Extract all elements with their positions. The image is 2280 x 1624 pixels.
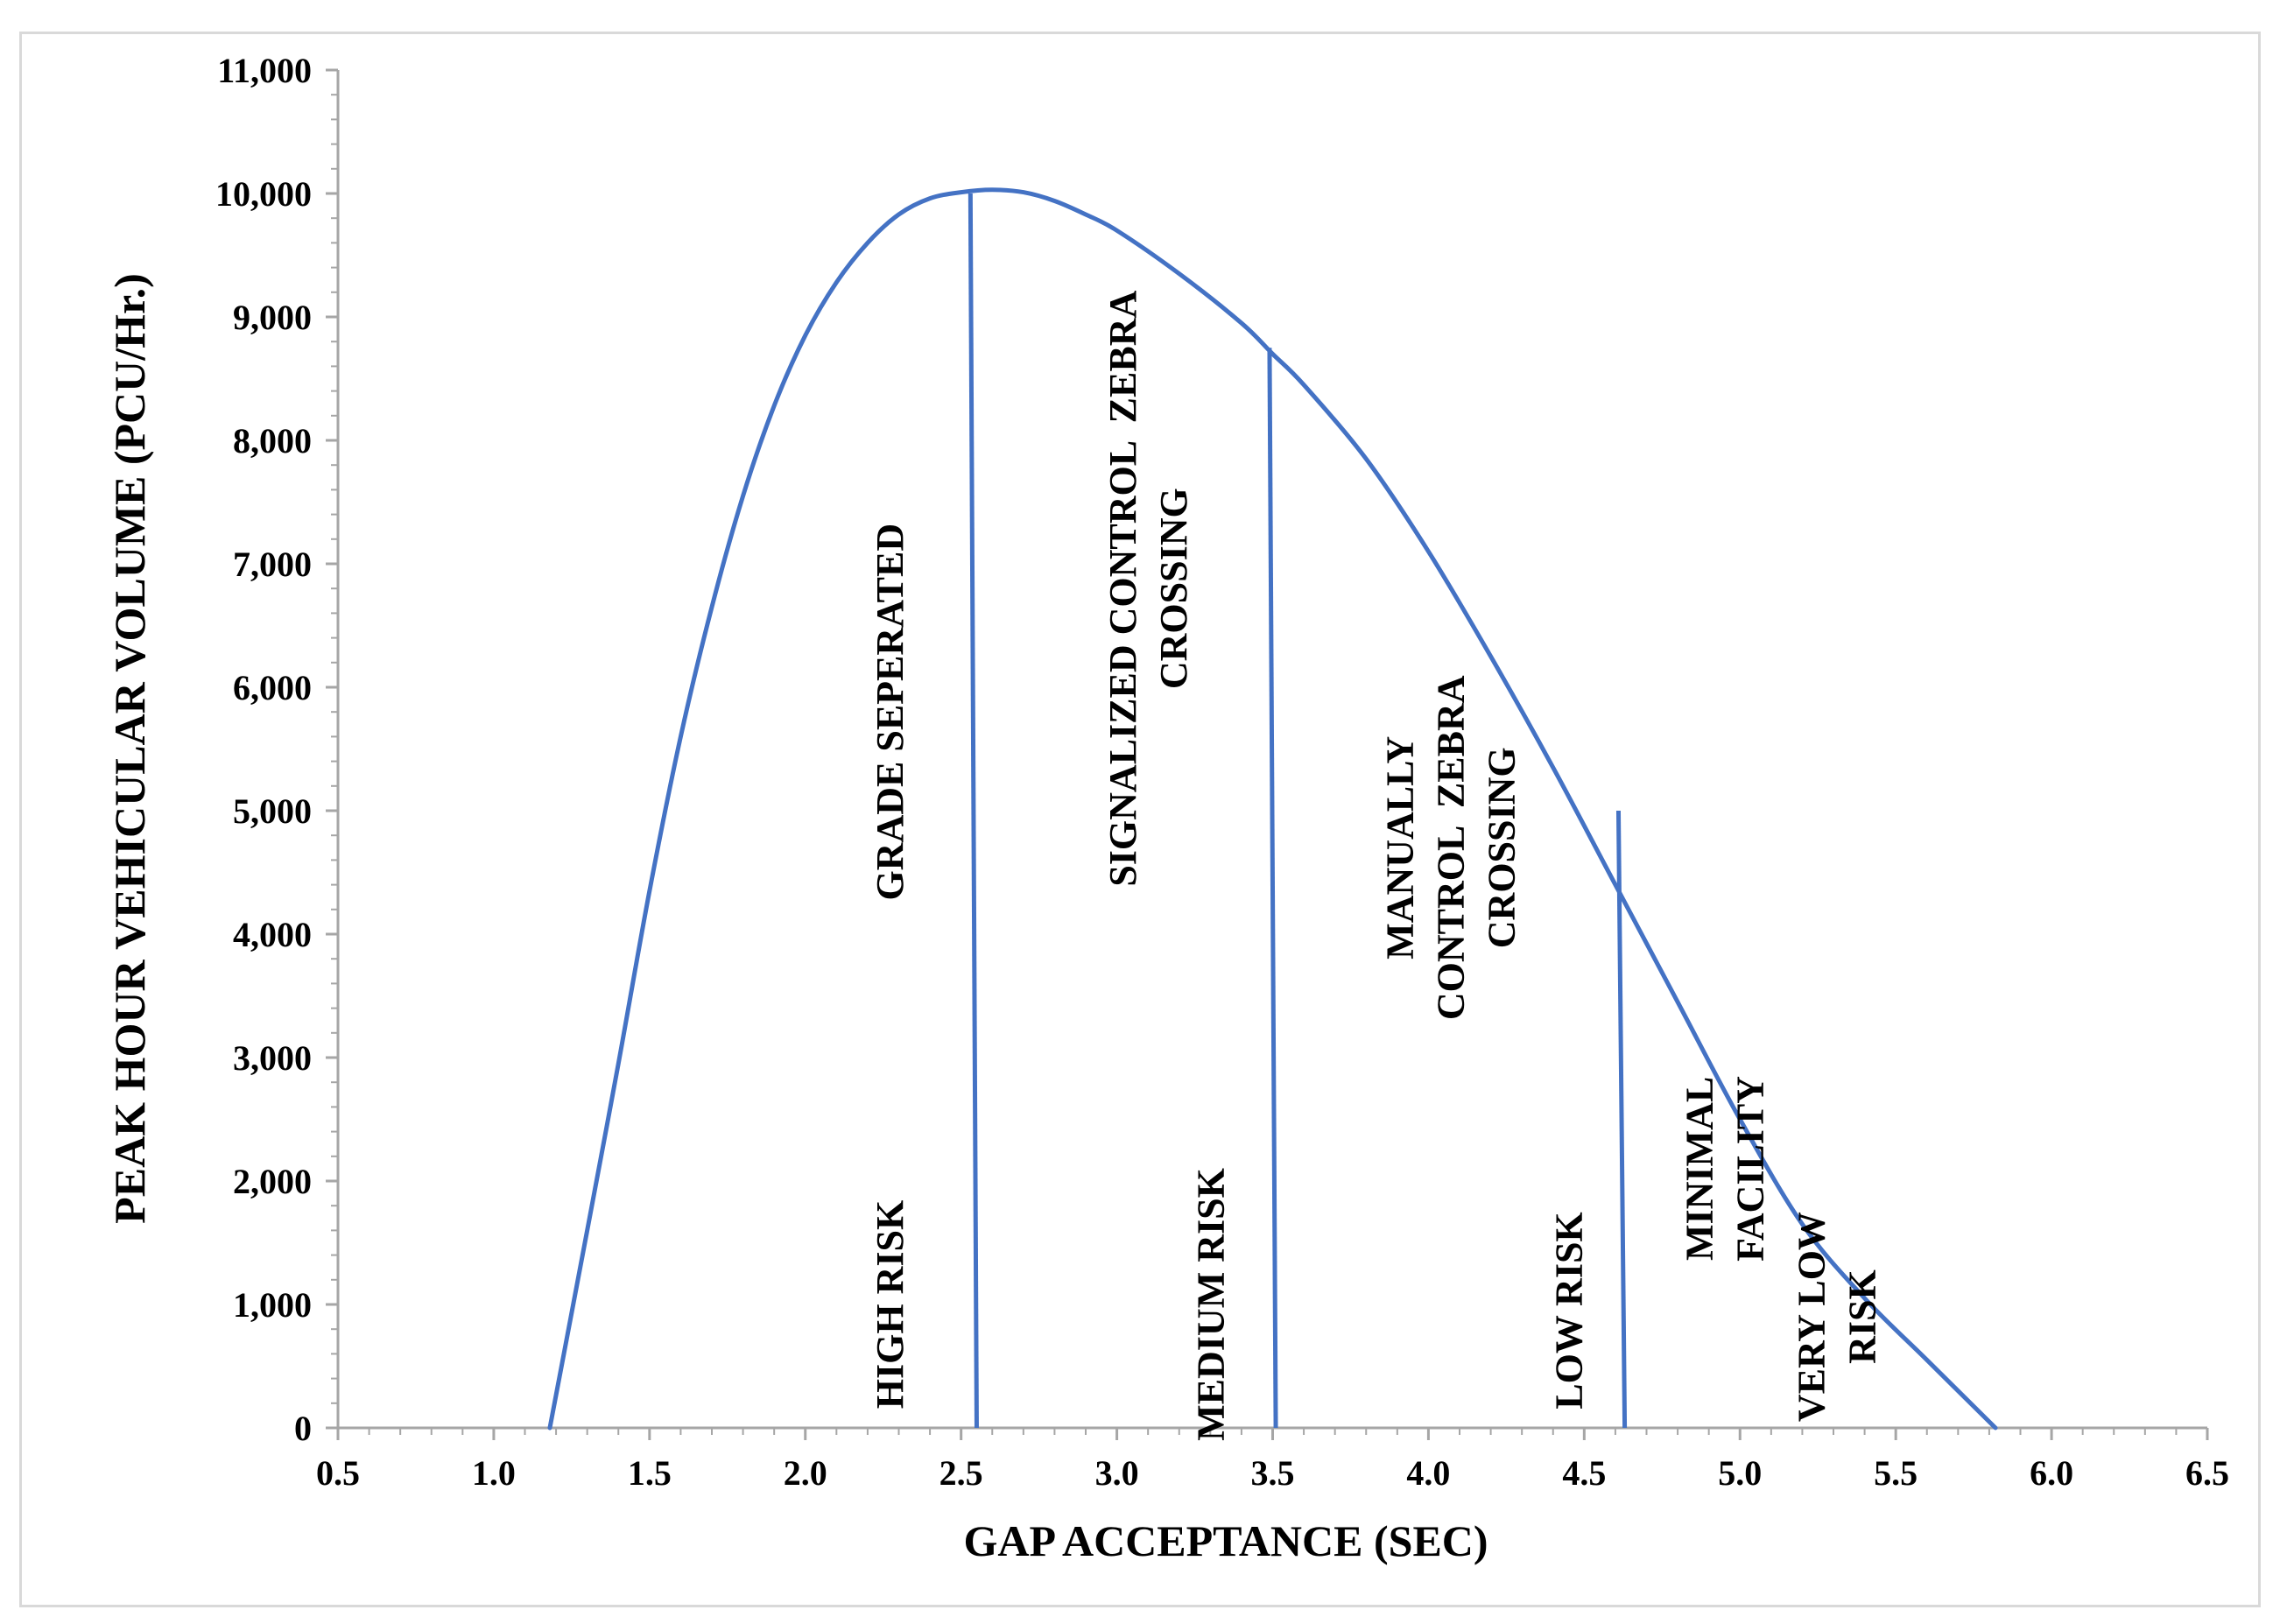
y-tick-label: 11,000: [217, 51, 312, 90]
zone-label: VERY LOW: [1791, 1212, 1833, 1422]
y-tick-label: 0: [294, 1409, 312, 1448]
x-tick-label: 1.0: [472, 1453, 516, 1493]
zone-annotation: SIGNALIZED CONTROL ZEBRA CROSSING: [1101, 291, 1195, 887]
x-tick-label: 6.0: [2030, 1453, 2073, 1493]
y-axis-title: PEAK HOUR VEHICULAR VOLUME (PCU/Hr.): [105, 273, 154, 1224]
y-tick-label: 1,000: [233, 1285, 312, 1325]
y-tick-label: 5,000: [233, 791, 312, 831]
x-tick-label: 3.5: [1251, 1453, 1295, 1493]
zone-label: LOW RISK: [1548, 1212, 1591, 1409]
zone-annotation: MANUALLY CONTROL ZEBRA CROSSING: [1378, 675, 1523, 1020]
zone-label: MINIMAL: [1678, 1077, 1721, 1261]
zone-label: FACILITY: [1728, 1076, 1771, 1262]
zone-boundary-line: [1615, 810, 1628, 1429]
y-tick-label: 2,000: [233, 1162, 312, 1201]
zone-label: MANUALLY: [1378, 736, 1421, 960]
zone-label: CROSSING: [1480, 747, 1523, 948]
zone-label: GRADE SEPERATED: [869, 524, 911, 901]
zone-boundary-line: [968, 193, 979, 1429]
zone-annotation: HIGH RISK: [869, 1200, 911, 1409]
y-tick-label: 9,000: [233, 298, 312, 337]
zone-label: RISK: [1841, 1269, 1884, 1364]
zone-annotation: GRADE SEPERATED: [869, 524, 911, 901]
zone-label: MEDIUM RISK: [1189, 1168, 1232, 1441]
zone-annotation: VERY LOW RISK: [1791, 1212, 1884, 1422]
zone-annotation: MINIMAL FACILITY: [1678, 1076, 1771, 1262]
y-tick-label: 7,000: [233, 545, 312, 584]
x-tick-label: 4.5: [1562, 1453, 1606, 1493]
x-tick-label: 0.5: [316, 1453, 360, 1493]
x-axis-title: GAP ACCEPTANCE (SEC): [963, 1516, 1488, 1565]
zone-label: CONTROL ZEBRA: [1429, 675, 1472, 1020]
series-line: [547, 187, 1998, 1431]
zone-label: SIGNALIZED CONTROL ZEBRA: [1101, 291, 1144, 887]
y-tick-label: 3,000: [233, 1038, 312, 1078]
x-tick-label: 2.5: [939, 1453, 983, 1493]
x-tick-label: 1.5: [628, 1453, 672, 1493]
x-tick-label: 3.0: [1095, 1453, 1139, 1493]
x-tick-label: 2.0: [784, 1453, 827, 1493]
chart-frame: [19, 32, 2261, 1607]
x-tick-label: 4.0: [1406, 1453, 1450, 1493]
y-tick-label: 10,000: [215, 174, 312, 214]
x-tick-label: 5.0: [1718, 1453, 1762, 1493]
zone-annotation: MEDIUM RISK: [1189, 1168, 1232, 1441]
y-tick-label: 6,000: [233, 668, 312, 707]
zone-annotation: LOW RISK: [1548, 1212, 1591, 1409]
zone-label: CROSSING: [1152, 488, 1195, 689]
y-tick-label: 4,000: [233, 915, 312, 954]
zone-boundary-line: [1267, 348, 1278, 1429]
x-tick-label: 5.5: [1874, 1453, 1918, 1493]
zone-label: HIGH RISK: [869, 1200, 911, 1409]
x-tick-label: 6.5: [2185, 1453, 2229, 1493]
y-tick-label: 8,000: [233, 421, 312, 460]
